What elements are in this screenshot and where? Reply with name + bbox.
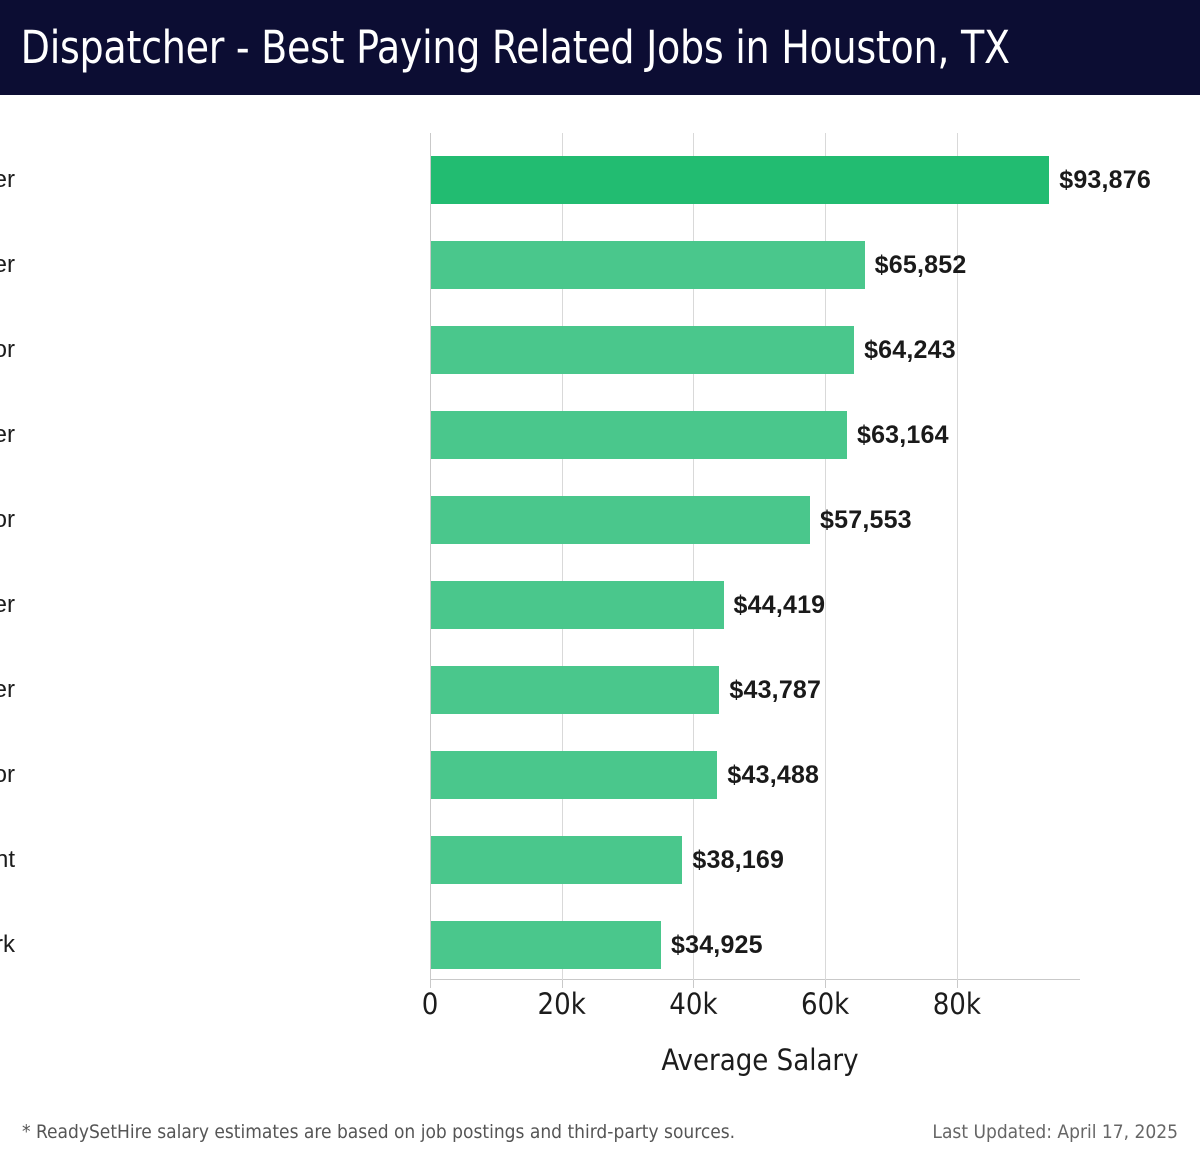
x-tick-label: 40k <box>669 987 718 1021</box>
last-updated-text: Last Updated: April 17, 2025 <box>932 1120 1178 1143</box>
category-label: Telecommunicator <box>0 761 15 788</box>
bar-value-label: $43,787 <box>729 676 822 704</box>
bar[interactable] <box>431 836 683 884</box>
bar-value-label: $63,164 <box>856 421 949 449</box>
y-axis-line <box>430 133 431 980</box>
x-tick-mark <box>956 980 958 988</box>
x-tick-label: 20k <box>537 987 586 1021</box>
x-axis-line <box>430 979 1080 980</box>
footer: * ReadySetHire salary estimates are base… <box>0 1105 1200 1158</box>
bar[interactable] <box>431 666 720 714</box>
x-tick-mark <box>561 980 563 988</box>
x-tick-mark <box>825 980 827 988</box>
x-axis-title: Average Salary <box>0 1043 1200 1077</box>
bar[interactable] <box>431 411 847 459</box>
page-title: Dispatcher - Best Paying Related Jobs in… <box>20 21 1010 74</box>
gridline <box>956 133 958 980</box>
category-label: Freight Broker <box>0 166 15 193</box>
category-label: Police Dispatcher <box>0 676 15 703</box>
bar[interactable] <box>431 581 724 629</box>
category-label: Customer Service Agent <box>0 846 15 873</box>
gridline <box>825 133 827 980</box>
bar-value-label: $34,925 <box>671 931 763 959</box>
chart-container: Freight Broker Operations Manager Communic… <box>0 95 1200 1105</box>
bar-value-label: $38,169 <box>692 846 785 874</box>
bar-value-label: $64,243 <box>864 336 956 364</box>
x-tick-label: 80k <box>932 987 981 1021</box>
bar-value-label: $57,553 <box>820 506 912 534</box>
bar-value-label: $65,852 <box>874 251 967 279</box>
bar[interactable] <box>431 241 865 289</box>
category-label: Production Planner <box>0 421 15 448</box>
gridline <box>693 133 695 980</box>
bar[interactable] <box>431 921 661 969</box>
bar-value-label: $93,876 <box>1059 166 1151 194</box>
title-banner: Dispatcher - Best Paying Related Jobs in… <box>0 0 1200 95</box>
bar[interactable] <box>431 751 718 799</box>
category-label: Emergency Dispatcher <box>0 591 15 618</box>
category-label: Shipping and Receiving Clerk <box>0 931 15 958</box>
x-tick-label: 60k <box>800 987 850 1021</box>
category-label: Communications Supervisor <box>0 336 15 363</box>
bar-value-label: $44,419 <box>733 591 826 619</box>
x-tick-mark <box>693 980 695 988</box>
plot-area <box>430 133 1080 988</box>
category-label: Operations Manager <box>0 251 15 278</box>
bar[interactable] <box>431 496 811 544</box>
x-tick-label: 0 <box>421 987 439 1021</box>
bar-value-label: $43,488 <box>727 761 820 789</box>
x-tick-mark <box>430 980 431 988</box>
gridline <box>561 133 563 980</box>
footnote-text: * ReadySetHire salary estimates are base… <box>22 1120 736 1143</box>
category-label: Logistics Coordinator <box>0 506 15 533</box>
x-axis-title-text: Average Salary <box>661 1043 859 1077</box>
bar[interactable] <box>431 326 855 374</box>
bar[interactable] <box>431 156 1050 204</box>
